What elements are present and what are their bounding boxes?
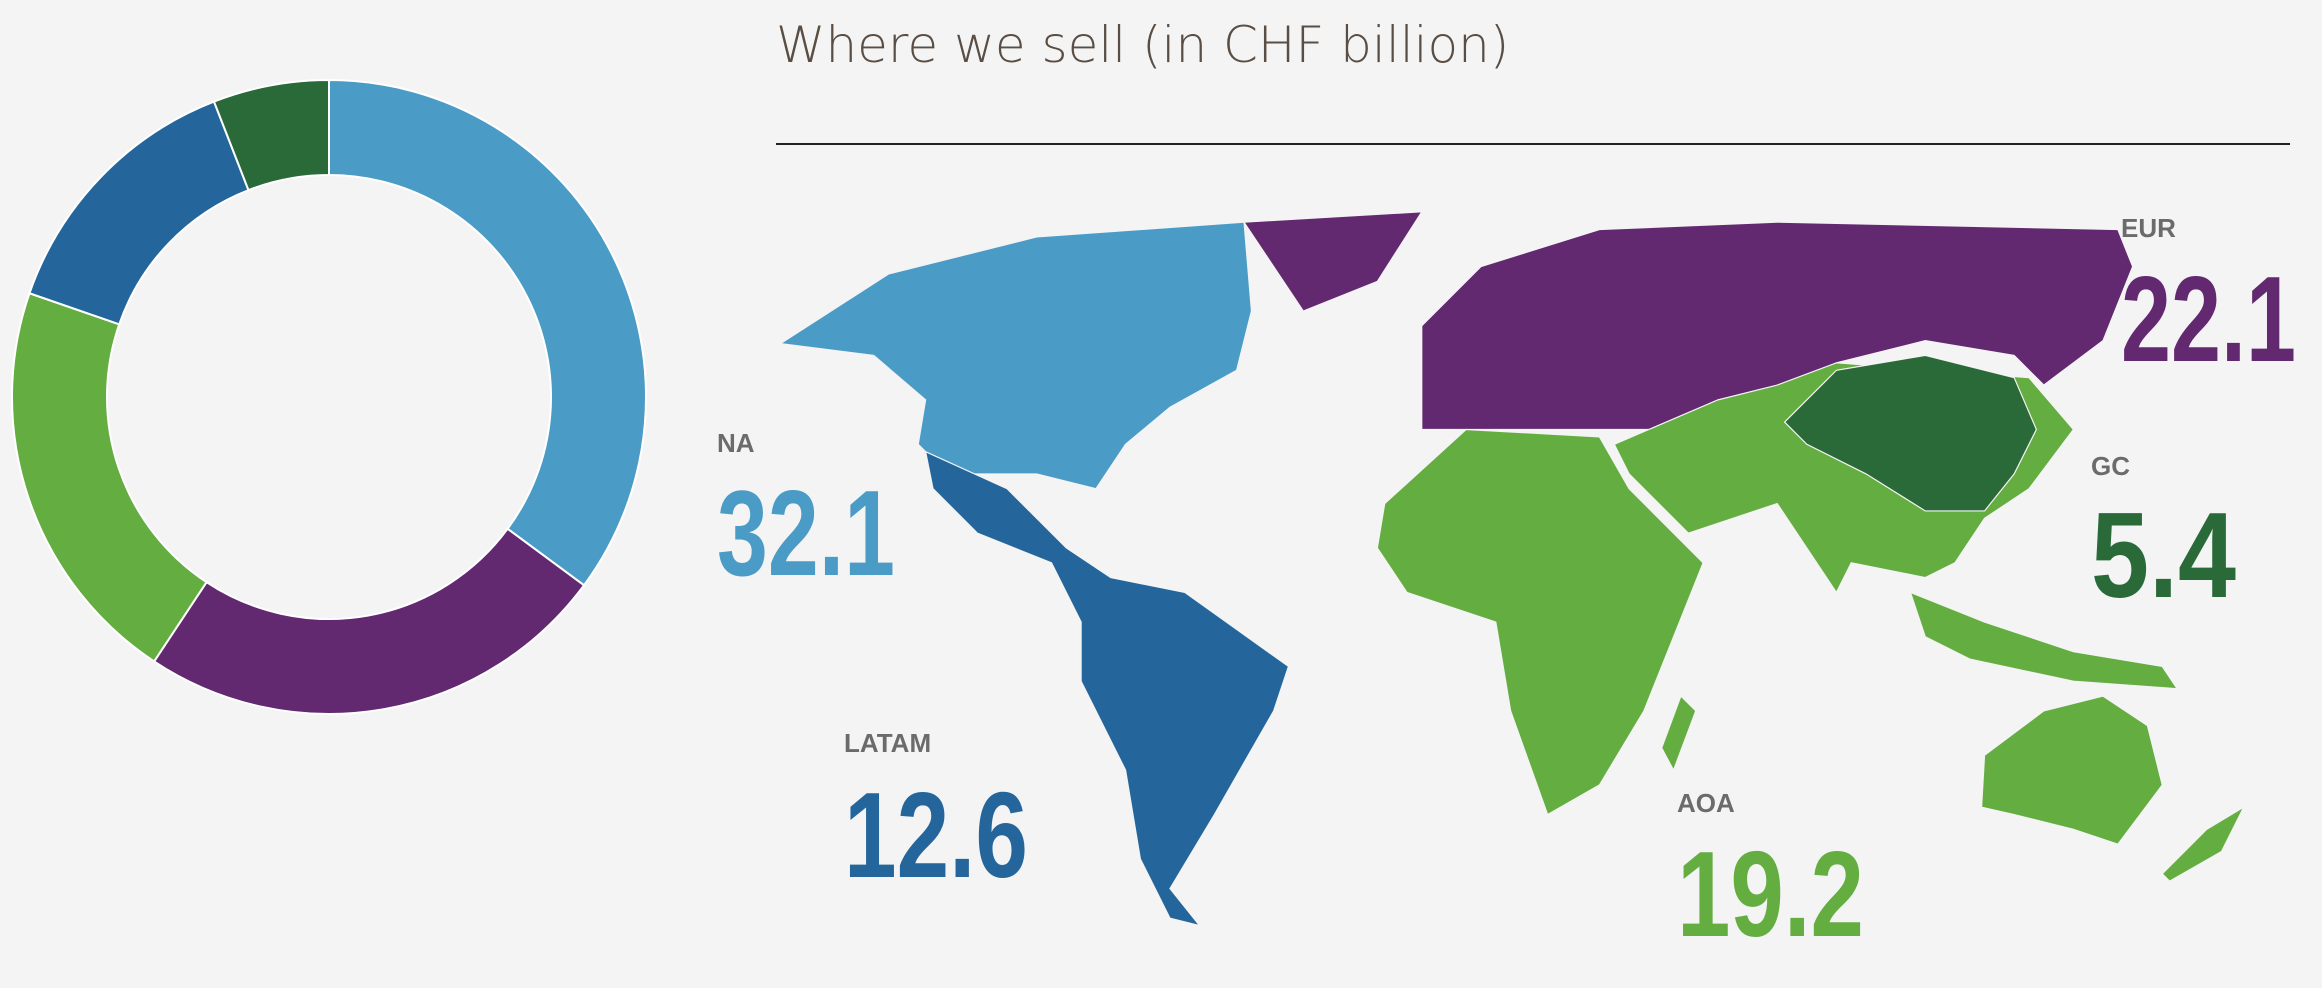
region-label: LATAM [844,728,931,758]
donut-segment [28,100,250,326]
region-label: NA [717,428,755,458]
greater-china [1783,354,2038,512]
europe [1421,221,2134,431]
donut-segment [212,78,330,192]
donut-segment [11,291,208,663]
region-value: 5.4 [2091,487,2236,623]
africa [1376,428,1704,816]
latin-america [924,450,1290,927]
indonesia [1909,591,2179,690]
australia [1980,695,2163,845]
region-value: 22.1 [2121,251,2296,387]
donut-segment [328,78,647,587]
region-value: 12.6 [844,767,1028,903]
greenland [1242,211,1423,312]
region-label: GC [2091,451,2130,481]
north-america [778,221,1253,490]
madagascar [1661,694,1697,772]
new-zealand [2161,805,2246,882]
region-label: EUR [2121,213,2176,243]
donut-segment [152,527,586,715]
region-value: 32.1 [717,465,895,601]
world-map [778,211,2246,927]
region-value: 19.2 [1677,826,1864,962]
region-label: AOA [1677,788,1735,818]
chart-title: Where we sell (in CHF billion) [776,16,1509,74]
